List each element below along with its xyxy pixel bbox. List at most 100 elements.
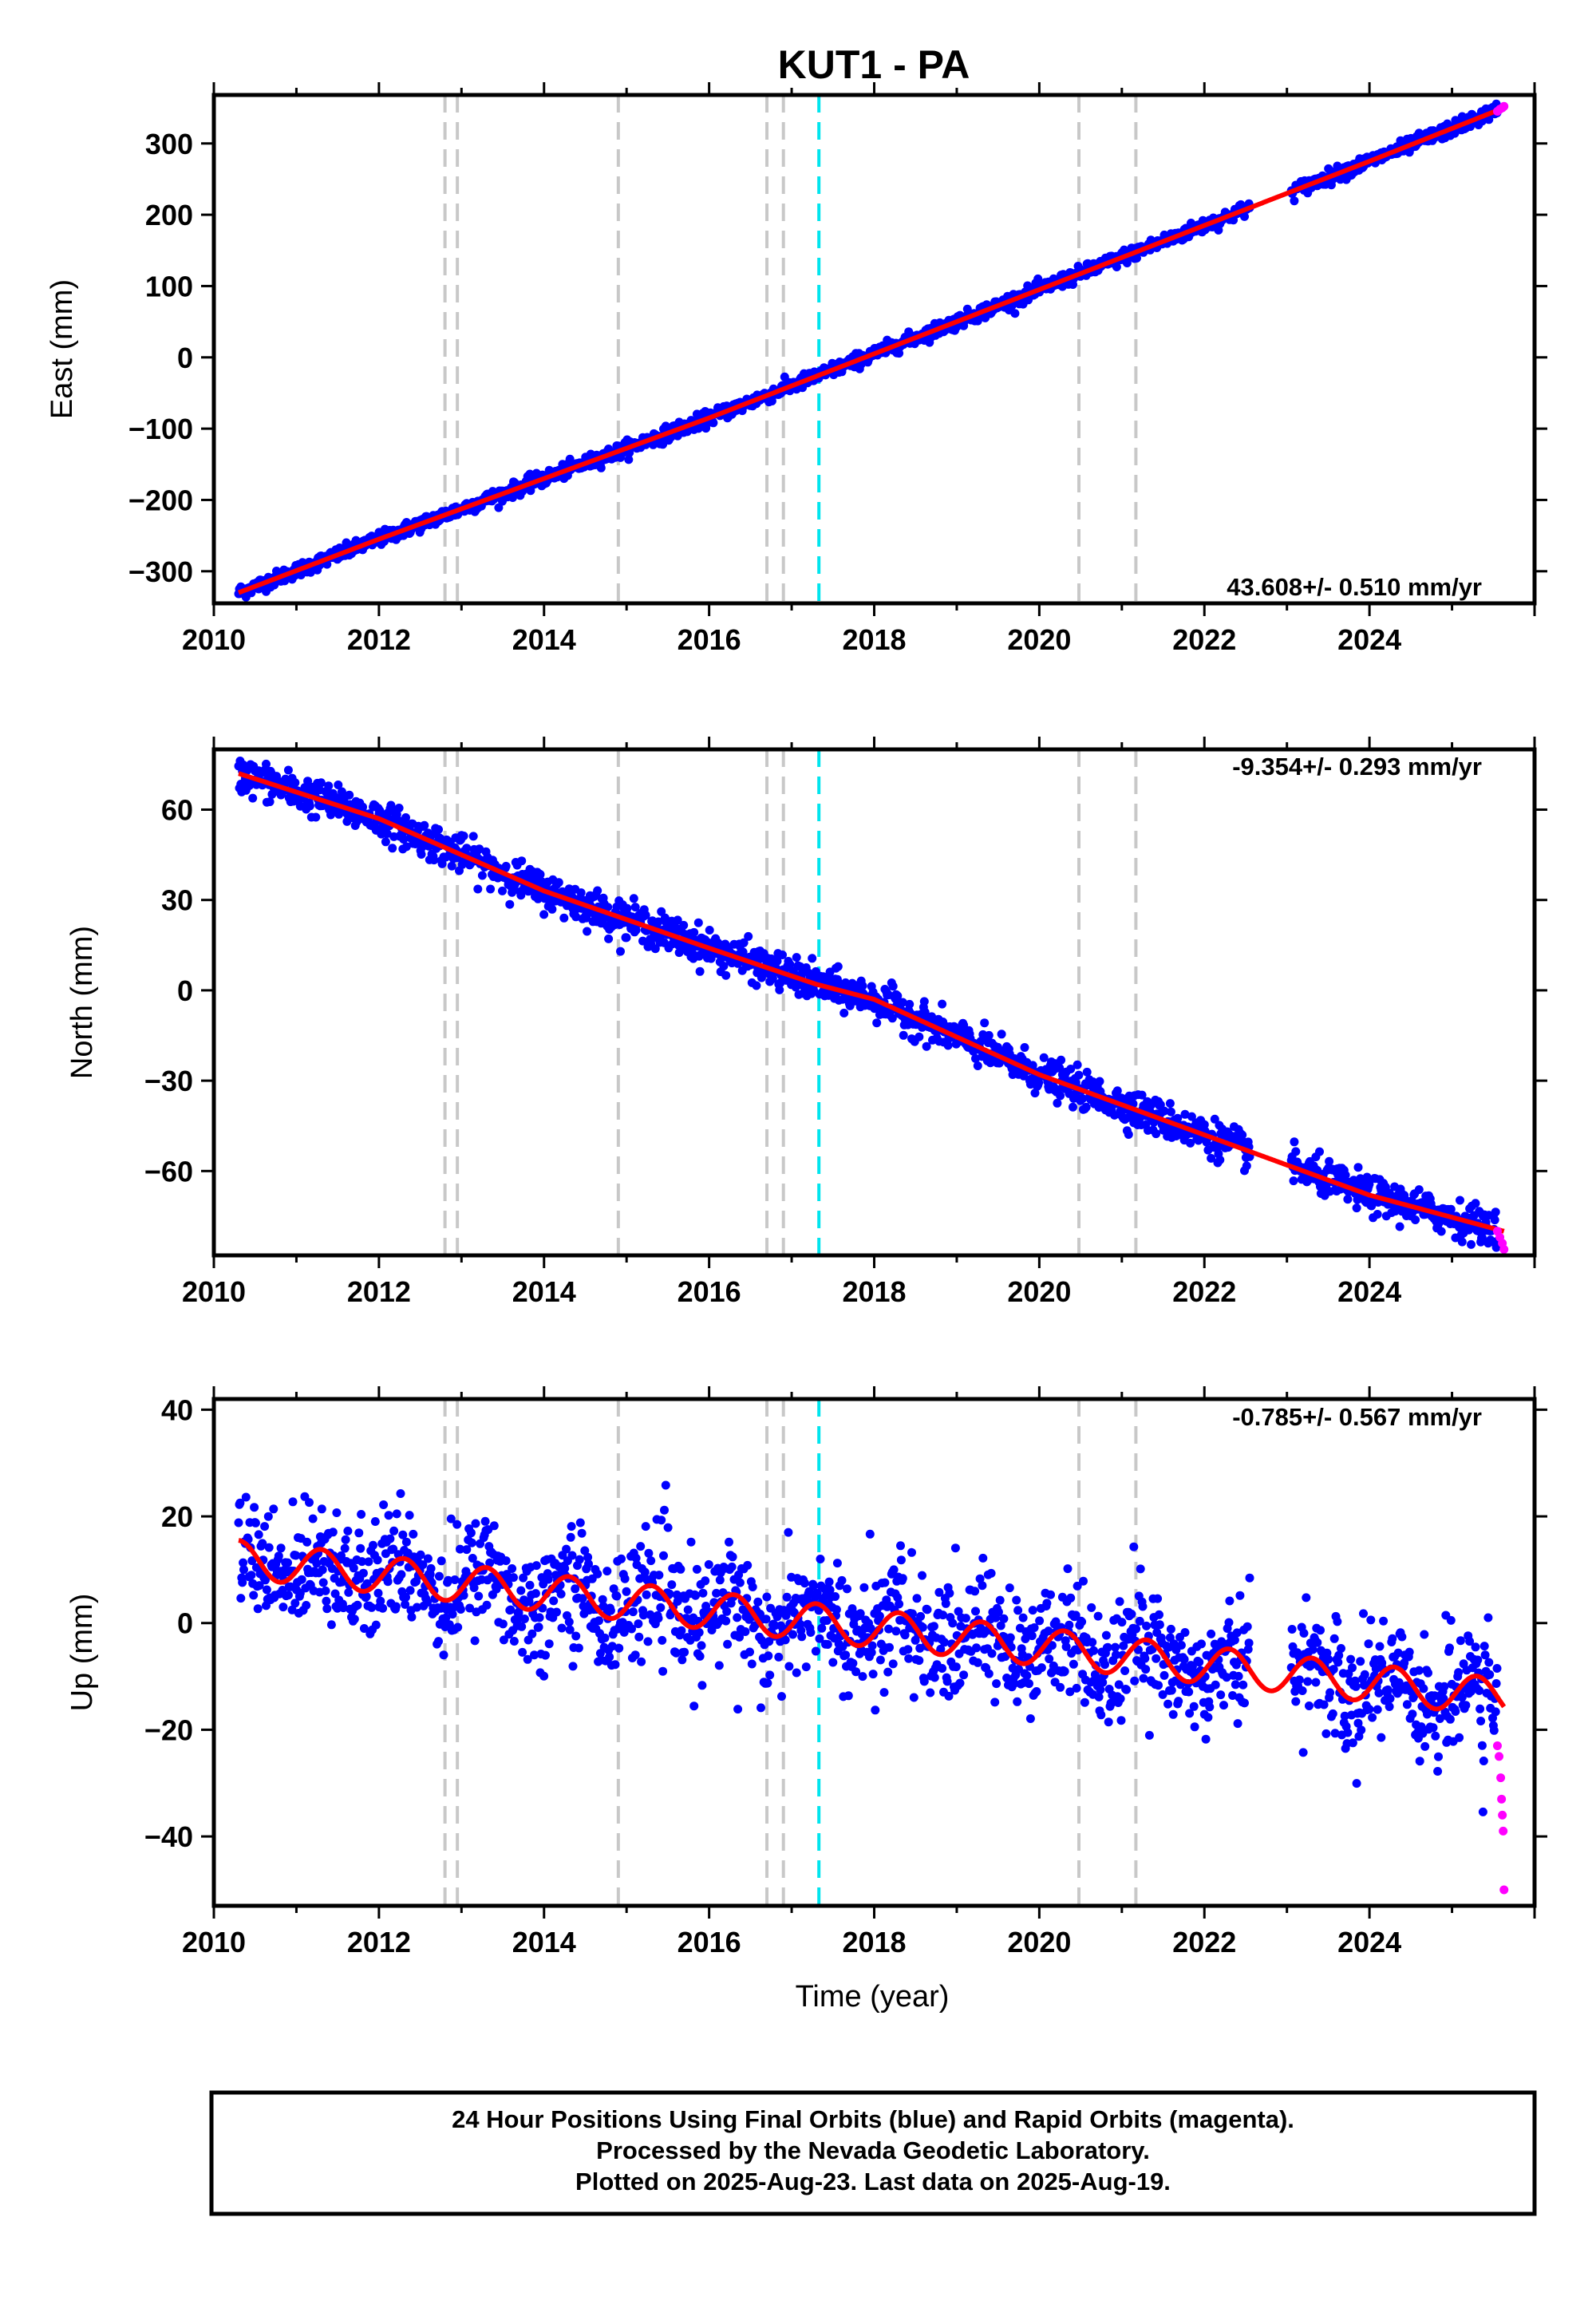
final-orbit-point [501, 1556, 511, 1566]
final-orbit-point [970, 1587, 980, 1596]
final-orbit-point [389, 1526, 399, 1535]
final-orbit-point [667, 1580, 677, 1590]
final-orbit-point [763, 1678, 772, 1688]
final-orbit-point [1167, 1686, 1176, 1695]
final-orbit-point [904, 1654, 914, 1663]
final-orbit-point [473, 884, 483, 894]
final-orbit-point [373, 1555, 382, 1565]
final-orbit-point [439, 1650, 448, 1660]
x-tick-label: 2024 [1337, 1275, 1401, 1308]
final-orbit-point [1140, 1654, 1150, 1663]
final-orbit-point [517, 1622, 527, 1631]
final-orbit-point [263, 1512, 273, 1521]
x-tick-label: 2022 [1172, 623, 1236, 656]
final-orbit-point [817, 1623, 827, 1633]
final-orbit-point [701, 1576, 710, 1586]
final-orbit-point [341, 1535, 350, 1544]
final-orbit-point [1096, 1710, 1106, 1720]
rapid-orbit-point [1499, 101, 1509, 111]
final-orbit-point [571, 1631, 581, 1641]
final-orbit-point [405, 1586, 415, 1595]
final-orbit-point [872, 1018, 882, 1028]
final-orbit-point [556, 1589, 566, 1599]
final-orbit-point [888, 1659, 898, 1669]
final-orbit-point [745, 1647, 754, 1657]
final-orbit-point [568, 1662, 578, 1671]
final-orbit-point [494, 503, 504, 512]
final-orbit-point [1374, 1688, 1384, 1697]
final-orbit-point [1219, 1701, 1228, 1710]
final-orbit-point [858, 1672, 867, 1682]
final-orbit-point [788, 1630, 797, 1639]
final-orbit-point [1063, 1564, 1073, 1574]
final-orbit-point [486, 884, 496, 894]
final-orbit-point [644, 1548, 654, 1558]
final-orbit-point [326, 1620, 336, 1630]
final-orbit-point [557, 1623, 567, 1633]
final-orbit-point [401, 1537, 411, 1547]
final-orbit-point [903, 1645, 913, 1654]
final-orbit-point [409, 1529, 418, 1539]
final-orbit-point [929, 1622, 938, 1631]
final-orbit-point [984, 1030, 994, 1040]
x-tick-label: 2018 [842, 623, 906, 656]
y-tick-label: −300 [128, 555, 193, 588]
final-orbit-point [909, 1693, 918, 1702]
final-orbit-point [498, 886, 507, 895]
final-orbit-point [692, 1564, 701, 1574]
x-tick-label: 2014 [512, 1275, 576, 1308]
x-tick-label: 2018 [842, 1275, 906, 1308]
final-orbit-point [658, 1666, 668, 1676]
final-orbit-point [437, 1556, 446, 1566]
final-orbit-point [576, 888, 586, 898]
final-orbit-point [641, 1522, 650, 1531]
final-orbit-point [1231, 1680, 1240, 1690]
final-orbit-point [1013, 1697, 1022, 1706]
final-orbit-point [1159, 1670, 1169, 1680]
final-orbit-point [1298, 1748, 1308, 1757]
final-orbit-point [839, 1008, 849, 1018]
final-orbit-point [577, 1528, 587, 1538]
final-orbit-point [915, 1656, 924, 1666]
final-orbit-point [938, 1611, 948, 1620]
final-orbit-point [995, 1595, 1005, 1605]
figure-title: KUT1 - PA [778, 42, 970, 87]
final-orbit-point [1366, 1615, 1376, 1625]
final-orbit-point [704, 1559, 713, 1569]
final-orbit-point [1235, 1591, 1245, 1600]
final-orbit-point [1491, 1207, 1500, 1217]
final-orbit-point [547, 904, 557, 914]
final-orbit-point [1018, 1613, 1028, 1622]
final-orbit-point [1356, 1657, 1365, 1666]
final-orbit-point [452, 1520, 462, 1529]
final-orbit-point [593, 1569, 602, 1579]
final-orbit-point [1242, 1161, 1251, 1171]
final-orbit-point [875, 1611, 884, 1621]
final-orbit-point [535, 1613, 544, 1622]
final-orbit-point [1079, 1576, 1088, 1586]
final-orbit-point [397, 1570, 406, 1579]
final-orbit-point [992, 1679, 1001, 1689]
final-orbit-point [247, 1571, 256, 1580]
final-orbit-point [1010, 309, 1020, 318]
final-orbit-point [1234, 1671, 1243, 1681]
final-orbit-point [276, 1543, 286, 1553]
final-orbit-point [1027, 1631, 1037, 1641]
final-orbit-point [480, 1516, 490, 1526]
final-orbit-point [305, 1498, 314, 1508]
final-orbit-point [249, 1591, 259, 1600]
final-orbit-point [1080, 1697, 1089, 1707]
final-orbit-point [370, 1517, 380, 1526]
final-orbit-point [1166, 1624, 1175, 1634]
final-orbit-point [1122, 1685, 1131, 1694]
final-orbit-point [721, 1616, 731, 1626]
final-orbit-point [567, 1551, 577, 1560]
final-orbit-point [1404, 1647, 1414, 1657]
final-orbit-point [823, 1640, 832, 1649]
velocity-annotation: 43.608+/- 0.510 mm/yr [1227, 573, 1482, 601]
final-orbit-point [622, 1587, 631, 1596]
final-orbit-point [761, 1614, 771, 1624]
final-orbit-point [448, 1610, 457, 1619]
final-orbit-point [1116, 1694, 1125, 1704]
